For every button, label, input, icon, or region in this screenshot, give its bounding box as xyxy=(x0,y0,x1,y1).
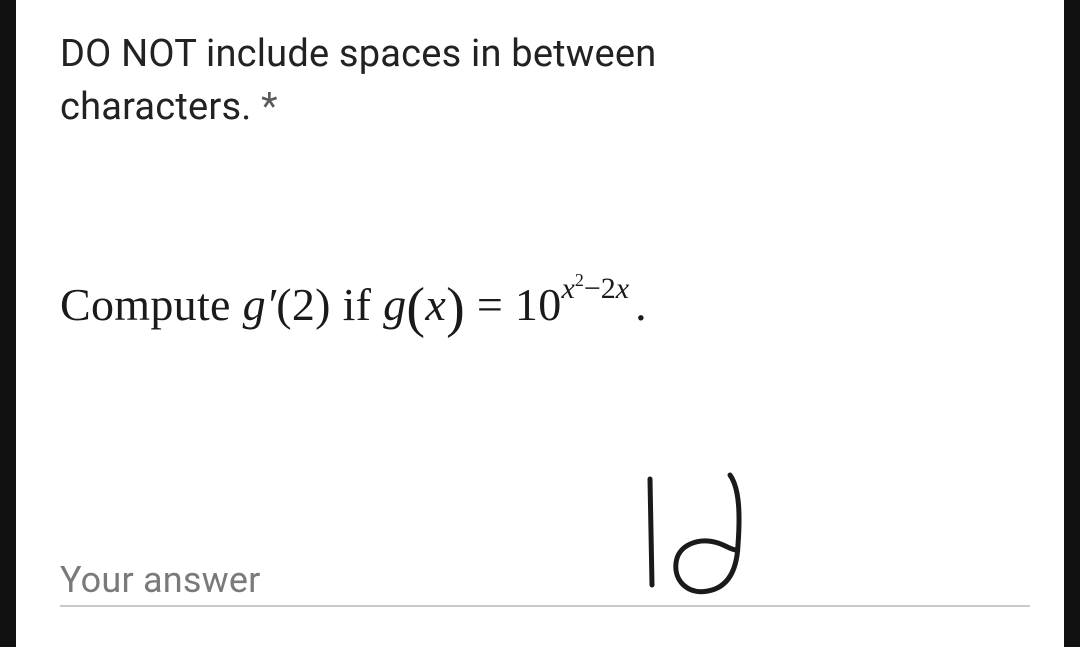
q-base: 10 xyxy=(515,279,562,330)
q-g: g xyxy=(383,279,406,330)
answer-placeholder-label: Your answer xyxy=(60,559,261,601)
required-asterisk: * xyxy=(261,85,278,129)
q-eq: = xyxy=(465,279,515,330)
q-open1: ( xyxy=(276,279,292,330)
q-prefix: Compute xyxy=(60,279,243,330)
answer-row: Your answer xyxy=(60,559,1030,607)
q-exponent: x2−2x xyxy=(562,272,630,305)
q-period: . xyxy=(635,279,647,330)
q-lparen: ( xyxy=(406,277,425,339)
right-edge-bar xyxy=(1064,0,1080,647)
left-edge-bar xyxy=(0,0,16,647)
q-gprime: g′ xyxy=(243,279,277,330)
form-content: DO NOT include spaces in between charact… xyxy=(60,0,1030,647)
instruction-line1: DO NOT include spaces in between xyxy=(60,32,656,76)
answer-area: Your answer xyxy=(60,559,1030,607)
answer-input[interactable] xyxy=(261,559,1030,601)
q-rparen: ) xyxy=(446,277,465,339)
question-text: Compute g′(2) if g(x) = 10x2−2x. xyxy=(60,270,1030,334)
q-if: if xyxy=(331,279,383,330)
instruction-line2: characters. xyxy=(60,85,251,129)
q-var: x xyxy=(425,279,446,330)
instruction-text: DO NOT include spaces in between charact… xyxy=(60,28,656,134)
q-atval: 2 xyxy=(292,279,315,330)
q-close1: ) xyxy=(315,279,331,330)
